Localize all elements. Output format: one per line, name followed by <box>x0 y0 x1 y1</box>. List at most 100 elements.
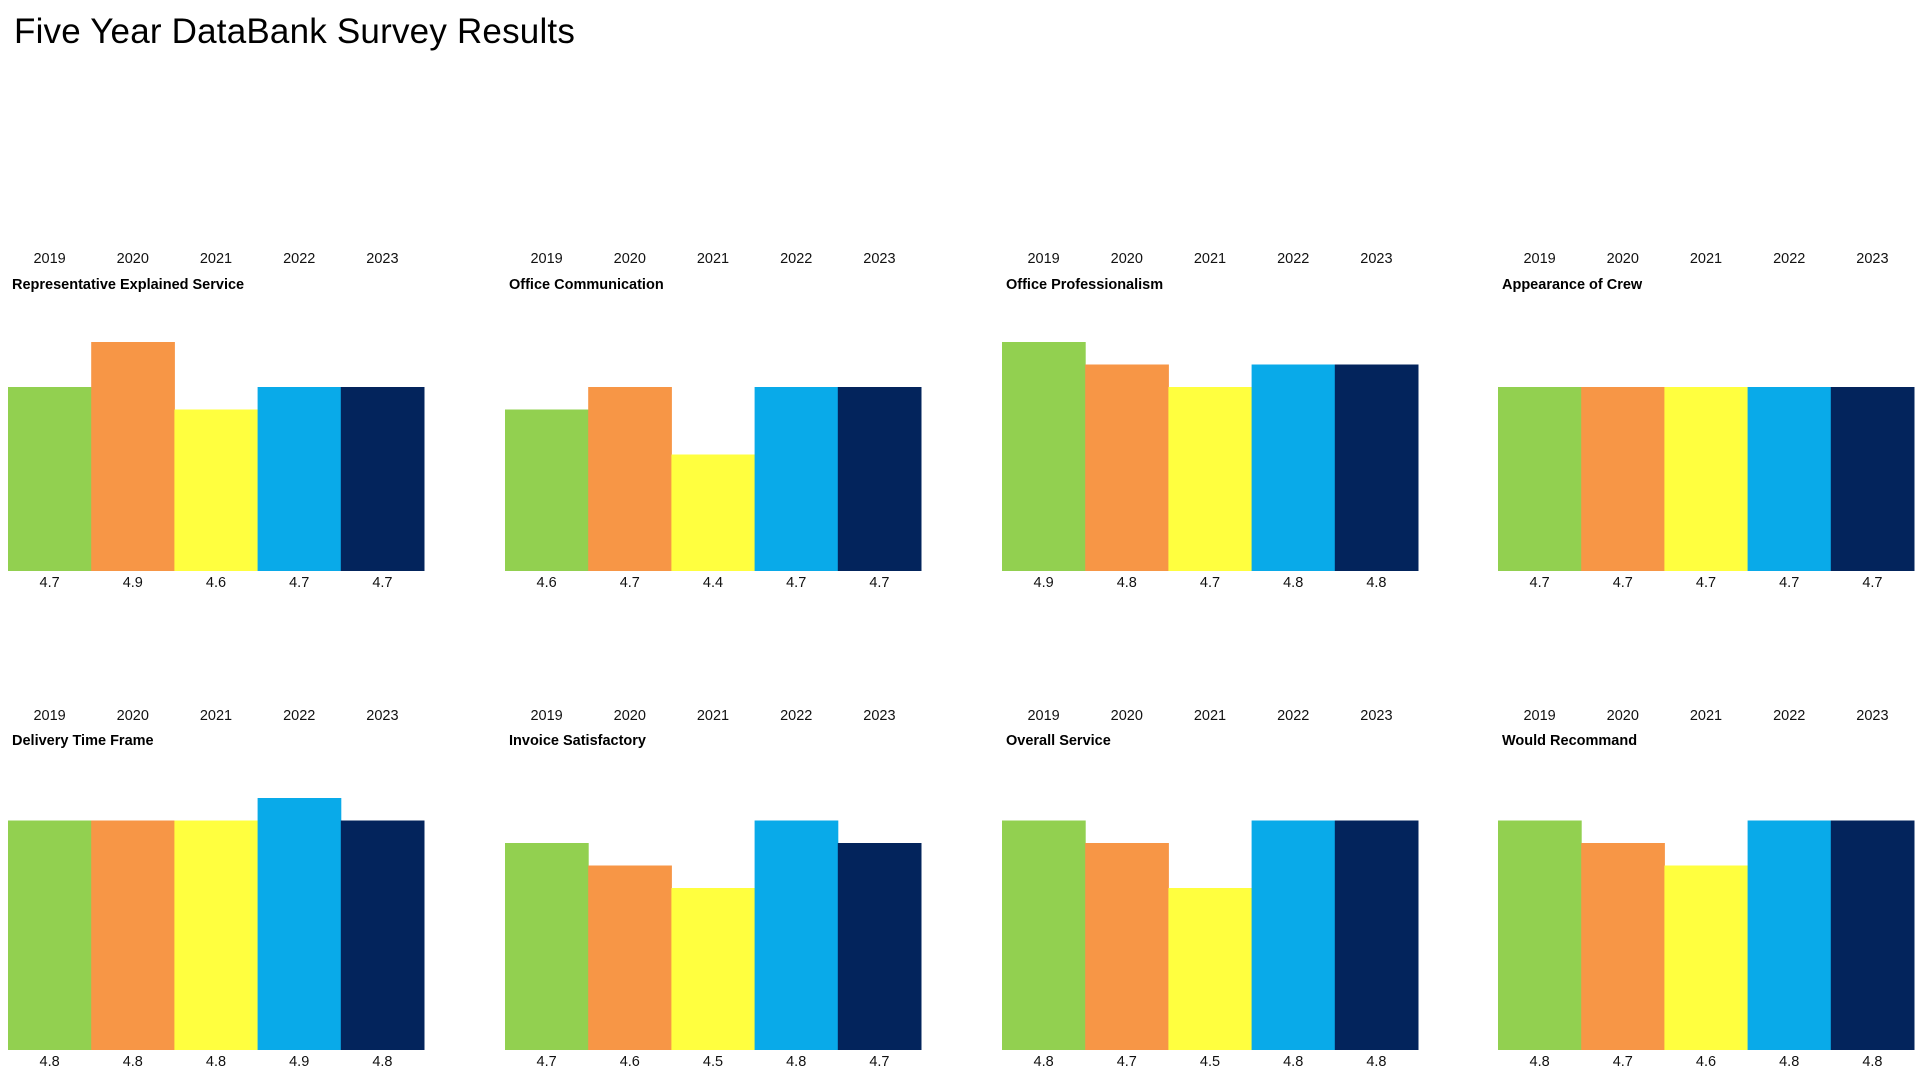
year-label: 2019 <box>33 708 65 724</box>
year-label: 2022 <box>283 251 315 267</box>
bar-2023 <box>1830 387 1915 571</box>
bar-2020 <box>1085 843 1169 1050</box>
value-label: 4.6 <box>537 575 557 591</box>
bar-2019 <box>1498 387 1582 571</box>
year-label: 2020 <box>1607 708 1639 724</box>
year-label: 2022 <box>1773 251 1805 267</box>
year-label: 2022 <box>1277 708 1309 724</box>
year-label: 2022 <box>283 708 315 724</box>
value-label: 4.7 <box>40 575 60 591</box>
value-label: 4.6 <box>620 1054 640 1070</box>
value-label: 4.6 <box>206 575 226 591</box>
bar-2023 <box>837 843 922 1050</box>
year-label: 2022 <box>1277 251 1309 267</box>
bar-2020 <box>588 865 672 1050</box>
value-label: 4.8 <box>786 1054 806 1070</box>
year-label: 2020 <box>117 251 149 267</box>
year-label: 2019 <box>1027 708 1059 724</box>
year-label: 2021 <box>1194 708 1226 724</box>
value-label: 4.7 <box>869 575 889 591</box>
year-label: 2022 <box>1773 708 1805 724</box>
value-label: 4.8 <box>1530 1054 1550 1070</box>
value-label: 4.8 <box>1366 575 1386 591</box>
chart-plot: 2019 4.8 2020 4.8 2021 4.8 2022 4.9 2023 4.8 <box>8 708 425 1070</box>
chart-plot: 2019 4.7 2020 4.7 2021 4.7 2022 4.7 2023 4.7 <box>1498 251 1915 591</box>
chart-title: Office Communication <box>509 277 664 293</box>
year-label: 2021 <box>200 708 232 724</box>
value-label: 4.6 <box>1696 1054 1716 1070</box>
value-label: 4.8 <box>372 1054 392 1070</box>
year-label: 2021 <box>697 251 729 267</box>
bar-2021 <box>1664 387 1749 571</box>
bar-2019 <box>8 387 92 571</box>
bar-2022 <box>257 387 342 571</box>
year-label: 2023 <box>863 708 895 724</box>
bar-2019 <box>505 843 589 1050</box>
value-label: 4.7 <box>1530 575 1550 591</box>
chart-title: Representative Explained Service <box>12 277 245 293</box>
value-label: 4.5 <box>1200 1054 1220 1070</box>
year-label: 2021 <box>200 251 232 267</box>
value-label: 4.9 <box>1034 575 1054 591</box>
year-label: 2021 <box>1690 708 1722 724</box>
bar-2023 <box>340 387 425 571</box>
year-label: 2023 <box>1360 251 1392 267</box>
value-label: 4.7 <box>289 575 309 591</box>
value-label: 4.7 <box>620 575 640 591</box>
bar-2019 <box>1498 820 1582 1050</box>
value-label: 4.8 <box>1779 1054 1799 1070</box>
bar-2021 <box>174 409 259 571</box>
chart-plot: 2019 4.7 2020 4.9 2021 4.6 2022 4.7 2023 4.7 <box>8 251 425 591</box>
year-label: 2023 <box>366 708 398 724</box>
value-label: 4.7 <box>537 1054 557 1070</box>
year-label: 2022 <box>780 708 812 724</box>
bar-2022 <box>257 798 342 1050</box>
year-label: 2019 <box>530 708 562 724</box>
value-label: 4.8 <box>40 1054 60 1070</box>
value-label: 4.9 <box>123 575 143 591</box>
value-label: 4.8 <box>1117 575 1137 591</box>
chart-title: Office Professionalism <box>1006 277 1164 293</box>
chart-title: Would Recommand <box>1502 733 1638 749</box>
value-label: 4.8 <box>1034 1054 1054 1070</box>
chart-title: Invoice Satisfactory <box>509 733 646 749</box>
value-label: 4.7 <box>786 575 806 591</box>
bar-2019 <box>505 409 589 571</box>
bar-2020 <box>1581 843 1665 1050</box>
bar-2019 <box>1002 820 1086 1050</box>
bar-chart-office-communication: Office Communication 2019 4.6 2020 4.7 2021 4.… <box>505 248 925 628</box>
bar-chart-delivery-time-frame: Delivery Time Frame 2019 4.8 2020 4.8 2021 4.8… <box>8 705 428 1085</box>
bar-2020 <box>91 342 175 571</box>
bar-2021 <box>1168 387 1253 571</box>
bar-2021 <box>671 454 756 571</box>
value-label: 4.7 <box>1779 575 1799 591</box>
bar-2023 <box>340 820 425 1050</box>
chart-title: Delivery Time Frame <box>12 733 154 749</box>
bar-2023 <box>1830 820 1915 1050</box>
value-label: 4.8 <box>1366 1054 1386 1070</box>
bar-chart-overall-service: Overall Service 2019 4.8 2020 4.7 2021 4.5 2022… <box>1002 705 1422 1085</box>
bar-2023 <box>837 387 922 571</box>
chart-title: Overall Service <box>1006 733 1111 749</box>
bar-chart-would-recommand: Would Recommand 2019 4.8 2020 4.7 2021 4.6 2022… <box>1498 705 1918 1085</box>
bar-2020 <box>91 820 175 1050</box>
value-label: 4.7 <box>1862 575 1882 591</box>
chart-plot: 2019 4.8 2020 4.7 2021 4.5 2022 4.8 2023 4.8 <box>1002 708 1419 1070</box>
bar-2023 <box>1334 820 1419 1050</box>
value-label: 4.7 <box>1117 1054 1137 1070</box>
bar-chart-appearance-of-crew: Appearance of Crew 2019 4.7 2020 4.7 2021 4.7 2… <box>1498 248 1918 628</box>
bar-chart-representative-explained-service: Representative Explained Service 2019 4.7 2… <box>8 248 428 628</box>
year-label: 2020 <box>1111 708 1143 724</box>
bar-2021 <box>1168 888 1253 1050</box>
bar-2020 <box>1085 364 1169 571</box>
year-label: 2023 <box>1856 708 1888 724</box>
bar-2021 <box>174 820 259 1050</box>
year-label: 2019 <box>1027 251 1059 267</box>
year-label: 2020 <box>1607 251 1639 267</box>
value-label: 4.7 <box>869 1054 889 1070</box>
value-label: 4.5 <box>703 1054 723 1070</box>
chart-plot: 2019 4.9 2020 4.8 2021 4.7 2022 4.8 2023 4.8 <box>1002 251 1419 591</box>
year-label: 2022 <box>780 251 812 267</box>
value-label: 4.7 <box>1613 1054 1633 1070</box>
bar-2022 <box>754 820 839 1050</box>
